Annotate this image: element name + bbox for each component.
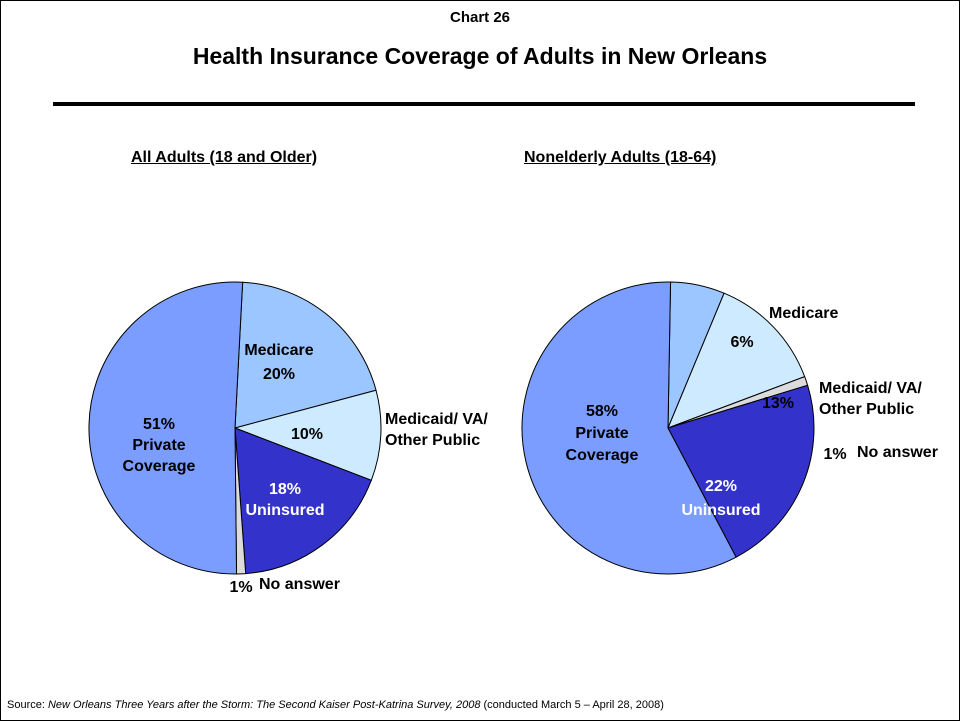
- slice-label-value: 13%: [762, 395, 794, 412]
- slice-label-name-line: Private: [575, 425, 628, 442]
- slice-label-value: 6%: [730, 334, 753, 351]
- pie-slice-private: [88, 281, 244, 575]
- slice-label-name: Medicaid/ VA/Other Public: [385, 411, 488, 449]
- slice-label-name: Medicaid/ VA/Other Public: [819, 380, 922, 418]
- slice-label-name-line: Medicaid/ VA/: [385, 411, 488, 428]
- slice-label-value: 20%: [263, 366, 295, 383]
- pie-all-adults: Medicare 20% 10% Medicaid/ VA/Other Public 1…: [88, 281, 488, 596]
- slice-label-name-line: Coverage: [566, 447, 639, 464]
- slice-label-value: 10%: [291, 426, 323, 443]
- slice-label-value: 18%: [269, 481, 301, 498]
- slice-label-value: 58%: [586, 403, 618, 420]
- title-divider: [53, 102, 915, 106]
- pie-slice-uninsured: [234, 427, 372, 575]
- slice-label-name-line: Private: [132, 437, 185, 454]
- pie-title-nonelderly-adults: Nonelderly Adults (18-64): [524, 149, 717, 166]
- slice-label-name: No answer: [259, 576, 340, 593]
- pie-title-all-adults: All Adults (18 and Older): [131, 149, 318, 166]
- slice-label-name-line: Uninsured: [245, 502, 324, 519]
- slice-label-name: Private Coverage: [566, 425, 639, 464]
- slice-label-value: 22%: [705, 478, 737, 495]
- source-note: Source: New Orleans Three Years after th…: [7, 699, 664, 711]
- pie-nonelderly-adults: 6% Medicare 13% Medicaid/ VA/Other Public 1%…: [521, 281, 938, 575]
- slice-label-name-line: Coverage: [123, 458, 196, 475]
- slice-label-name-line: Other Public: [819, 401, 914, 418]
- pie-slice-medicaid: [233, 389, 382, 481]
- slice-label-name-line: Medicaid/ VA/: [819, 380, 922, 397]
- pie-slice-medicaid: [667, 292, 806, 429]
- slice-label-name-line: Uninsured: [681, 502, 760, 519]
- slice-label-name-line: No answer: [857, 444, 938, 461]
- slice-label-value: 51%: [143, 416, 175, 433]
- pie-charts: Medicare 20% 10% Medicaid/ VA/Other Public 1…: [88, 281, 938, 596]
- slice-label-name: Private Coverage: [123, 437, 196, 475]
- slice-label-name-line: No answer: [259, 576, 340, 593]
- slice-label-name: Medicare: [244, 342, 313, 359]
- pie-slice-uninsured: [667, 384, 815, 558]
- chart-title: Health Insurance Coverage of Adults in N…: [192, 43, 768, 69]
- slice-label-name: Medicare: [769, 305, 838, 322]
- pie-slice-medicare: [234, 281, 377, 429]
- slice-label-name-line: Medicare: [769, 305, 838, 322]
- chart-number: Chart 26: [449, 9, 511, 26]
- slice-label-name: Uninsured: [245, 502, 324, 519]
- slice-label-name-line: Other Public: [385, 432, 480, 449]
- slice-label-value: 1%: [229, 579, 252, 596]
- pie-slice-private: [521, 281, 737, 575]
- slice-label-name: No answer: [857, 444, 938, 461]
- source-title: New Orleans Three Years after the Storm:…: [47, 699, 481, 711]
- slice-label-name: Uninsured: [681, 502, 760, 519]
- slice-label-value: 1%: [823, 446, 846, 463]
- source-suffix: (conducted March 5 – April 28, 2008): [480, 699, 664, 711]
- source-prefix: Source:: [7, 699, 48, 711]
